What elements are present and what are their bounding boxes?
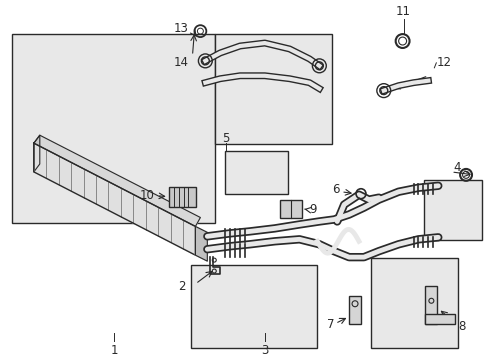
Bar (425, 286, 436, 324)
Text: 8: 8 (457, 320, 465, 333)
Text: 2: 2 (178, 280, 185, 293)
Text: 5: 5 (222, 132, 229, 145)
Bar (215, 33, 331, 144)
Text: 4: 4 (452, 161, 460, 175)
Polygon shape (34, 135, 40, 172)
Text: 12: 12 (435, 57, 450, 69)
Polygon shape (34, 135, 200, 226)
Text: 14: 14 (173, 57, 188, 69)
Bar (168, 187, 196, 207)
Text: 9: 9 (309, 203, 316, 216)
Polygon shape (34, 143, 195, 255)
Bar (348, 296, 360, 324)
Bar (191, 265, 317, 347)
Bar (12, 33, 215, 222)
Bar (224, 151, 287, 194)
Text: 1: 1 (110, 344, 118, 357)
Text: 10: 10 (140, 189, 155, 202)
Text: 13: 13 (173, 22, 188, 35)
Text: 11: 11 (395, 5, 410, 18)
Text: 6: 6 (331, 183, 339, 196)
Polygon shape (195, 226, 207, 261)
Bar (279, 200, 301, 217)
Bar (370, 258, 457, 347)
Text: 7: 7 (326, 318, 333, 331)
Bar (425, 314, 454, 324)
Bar (423, 180, 481, 240)
Text: 3: 3 (261, 344, 268, 357)
